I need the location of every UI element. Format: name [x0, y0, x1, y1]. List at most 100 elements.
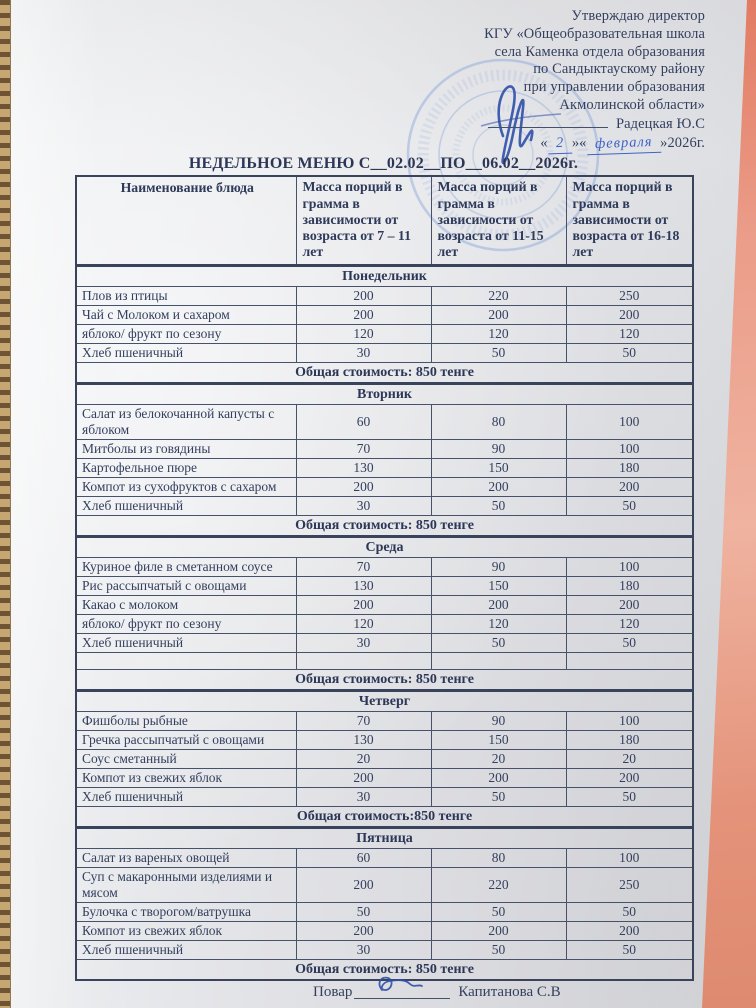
portion-value-cell: 130: [295, 458, 432, 479]
dish-name-cell: Компот из свежих яблок: [75, 768, 297, 789]
dish-name-cell: Хлеб пшеничный: [75, 940, 297, 961]
approval-line: села Каменка отдела образования: [494, 43, 705, 60]
day-total-row: Общая стоимость: 850 тенге: [75, 669, 694, 692]
quote-open: «: [540, 134, 548, 151]
portion-value-cell: 50: [430, 496, 567, 517]
dish-name-cell: Хлеб пшеничный: [75, 496, 297, 517]
portion-value-cell: 20: [430, 749, 567, 770]
notebook-perforation-edge: [0, 0, 11, 1008]
menu-row: Митболы из говядины 70 90 100: [75, 439, 694, 460]
menu-row: Плов из птицы 200 220 250: [75, 286, 694, 307]
document-content: Утверждаю директор КГУ «Общеобразователь…: [11, 0, 747, 1001]
day-total-cost: Общая стоимость:850 тенге: [75, 806, 694, 829]
day-header-row: Вторник: [75, 382, 694, 406]
day-header-row: Понедельник: [75, 264, 694, 288]
column-header-age-16-18: Масса порций в грамма в зависимости от в…: [565, 175, 694, 267]
column-header-age-11-15: Масса порций в грамма в зависимости от в…: [430, 175, 567, 267]
portion-value-cell: 50: [565, 496, 694, 517]
dish-name-cell: яблоко/ фрукт по сезону: [75, 614, 297, 635]
portion-value-cell: 200: [430, 595, 567, 616]
menu-row: Гречка рассыпчатый с овощами 130 150 180: [75, 730, 694, 751]
dish-name-cell: Салат из вареных овощей: [75, 848, 297, 869]
portion-value-cell: 100: [565, 404, 694, 441]
paper-document: Утверждаю директор КГУ «Общеобразователь…: [11, 0, 747, 1008]
day-total-row: Общая стоимость:850 тенге: [75, 806, 694, 829]
portion-value-cell: 70: [295, 711, 432, 732]
dish-name-cell: яблоко/ фрукт по сезону: [75, 324, 297, 345]
portion-value-cell: 220: [430, 867, 567, 904]
portion-value-cell: 30: [295, 940, 432, 961]
menu-row: Хлеб пшеничный 30 50 50: [75, 787, 694, 808]
portion-value-cell: 50: [430, 902, 567, 923]
cook-signature-blank: [354, 977, 451, 1000]
portion-value-cell: 90: [430, 557, 567, 578]
menu-row: Салат из вареных овощей 60 80 100: [75, 848, 694, 869]
portion-value-cell: 50: [430, 787, 567, 808]
portion-value-cell: 200: [430, 477, 567, 498]
menu-row: Хлеб пшеничный 30 50 50: [75, 633, 694, 654]
portion-value-cell: 30: [295, 787, 432, 808]
approval-line: при управлении образования: [523, 79, 705, 96]
day-name: Среда: [75, 535, 694, 559]
handwritten-month: февраля: [586, 133, 661, 155]
day-name: Понедельник: [75, 264, 694, 288]
menu-row: Хлеб пшеничный 30 50 50: [75, 940, 694, 961]
portion-value-cell: 130: [295, 576, 432, 597]
portion-value-cell: 120: [430, 324, 567, 345]
portion-value-cell: 200: [295, 768, 432, 789]
portion-value-cell: 200: [565, 477, 694, 498]
portion-value-cell: 50: [430, 343, 567, 364]
portion-value-cell: 200: [295, 477, 432, 498]
approval-line: по Сандыктаускому району: [533, 61, 705, 78]
cook-name: Капитанова С.В: [458, 984, 561, 1001]
portion-value-cell: 130: [295, 730, 432, 751]
dish-name-cell: Суп с макаронными изделиями и мясом: [75, 867, 297, 904]
menu-row: Компот из сухофруктов с сахаром 200 200 200: [75, 477, 694, 498]
portion-value-cell: 50: [565, 940, 694, 961]
dish-name-cell: Хлеб пшеничный: [75, 633, 297, 654]
portion-value-cell: 200: [565, 921, 694, 942]
portion-value-cell: 70: [295, 557, 432, 578]
menu-row: Куриное филе в сметанном соусе 70 90 100: [75, 557, 694, 578]
menu-row: Суп с макаронными изделиями и мясом 200 22…: [75, 867, 694, 904]
day-name: Четверг: [75, 689, 694, 713]
dish-name-cell: Хлеб пшеничный: [75, 343, 297, 364]
portion-value-cell: 20: [565, 749, 694, 770]
day-name: Вторник: [75, 382, 694, 406]
portion-value-cell: 150: [430, 576, 567, 597]
portion-value-cell: 180: [565, 458, 694, 479]
day-total-cost: Общая стоимость: 850 тенге: [75, 959, 694, 981]
portion-value-cell: 60: [295, 848, 432, 869]
portion-value-cell: 200: [430, 305, 567, 326]
menu-row: Соус сметанный 20 20 20: [75, 749, 694, 770]
column-header-age-7-11: Масса порций в грамма в зависимости от в…: [295, 175, 432, 267]
portion-value-cell: 50: [430, 940, 567, 961]
dish-name-cell: Рис рассыпчатый с овощами: [75, 576, 297, 597]
portion-value-cell: 70: [295, 439, 432, 460]
cook-signature: [379, 977, 424, 992]
handwritten-day: 2: [547, 134, 573, 154]
menu-row: яблоко/ фрукт по сезону 120 120 120: [75, 324, 694, 345]
portion-value-cell: 200: [430, 921, 567, 942]
dish-name-cell: Фишболы рыбные: [75, 711, 297, 732]
menu-table: Наименование блюда Масса порций в грамма…: [75, 175, 694, 982]
menu-row: Салат из белокочанной капусты с яблоком 6…: [75, 404, 694, 441]
director-name: Радецкая Ю.С: [615, 115, 705, 132]
portion-value-cell: 120: [565, 324, 694, 345]
dish-name-cell: Какао с молоком: [75, 595, 297, 616]
portion-value-cell: 30: [295, 496, 432, 517]
portion-value-cell: 20: [295, 749, 432, 770]
portion-value-cell: 50: [565, 633, 694, 654]
menu-row: Какао с молоком 200 200 200: [75, 595, 694, 616]
portion-value-cell: 90: [430, 711, 567, 732]
portion-value-cell: 50: [565, 343, 694, 364]
portion-value-cell: 220: [430, 286, 567, 307]
portion-value-cell: 150: [430, 730, 567, 751]
menu-row: Картофельное пюре 130 150 180: [75, 458, 694, 479]
dish-name-cell: Салат из белокочанной капусты с яблоком: [75, 404, 297, 441]
portion-value-cell: 120: [295, 324, 432, 345]
day-header-row: Четверг: [75, 689, 694, 713]
portion-value-cell: [565, 652, 694, 671]
dish-name-cell: Соус сметанный: [75, 749, 297, 770]
menu-row: Фишболы рыбные 70 90 100: [75, 711, 694, 732]
